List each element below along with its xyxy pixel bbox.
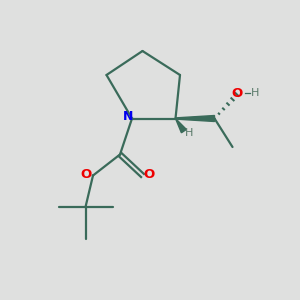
Polygon shape <box>176 118 186 133</box>
Polygon shape <box>176 116 214 122</box>
Text: O: O <box>81 168 92 182</box>
Text: H: H <box>185 128 194 138</box>
Text: O: O <box>143 168 155 182</box>
Text: H: H <box>251 88 259 98</box>
Text: O: O <box>231 86 243 100</box>
Text: N: N <box>123 110 134 124</box>
